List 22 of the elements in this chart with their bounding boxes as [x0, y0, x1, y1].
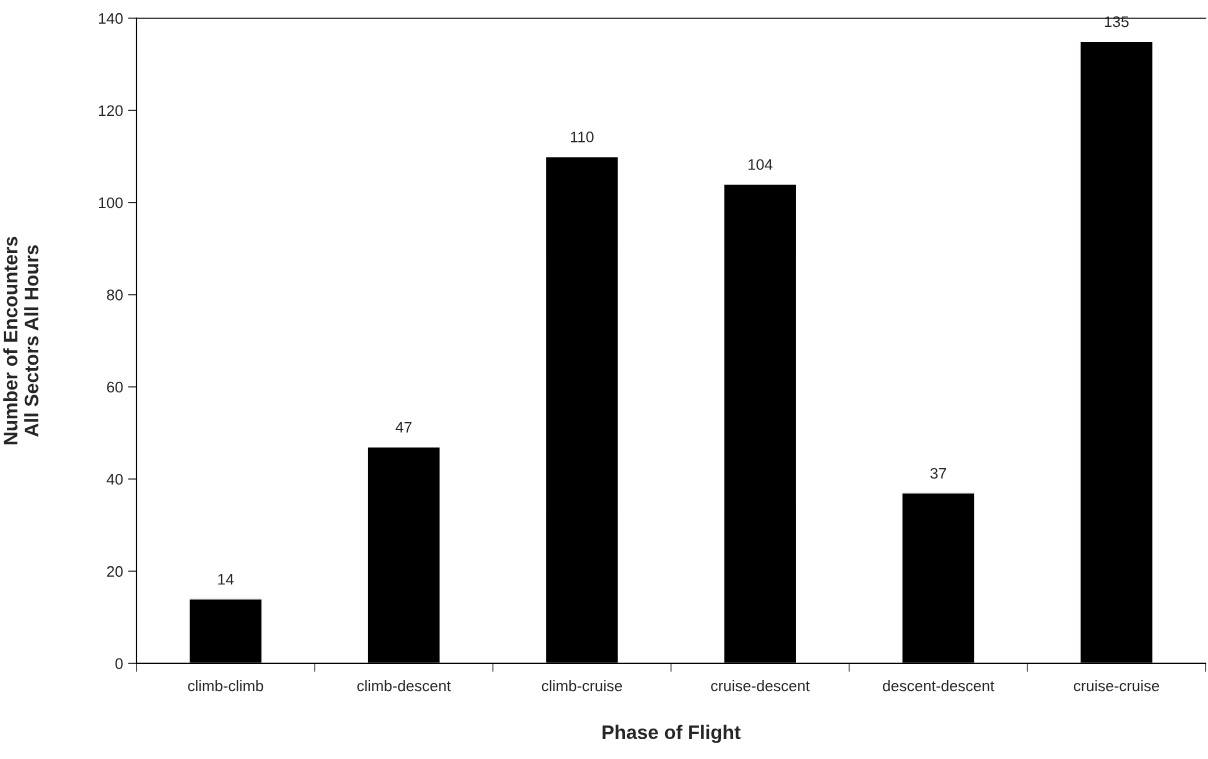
x-tick-label: cruise-descent	[711, 680, 810, 692]
x-axis-title: Phase of Flight	[602, 724, 741, 744]
data-label: 37	[930, 467, 947, 479]
y-tick-label: 0	[115, 658, 123, 670]
x-tick-label: descent-descent	[882, 680, 995, 692]
y-axis-title: Number of Encounters All Sectors All Hours	[3, 236, 39, 445]
data-label: 110	[570, 131, 594, 143]
data-label: 104	[748, 159, 773, 170]
x-tick-label: climb-descent	[357, 680, 451, 692]
y-tick-label: 80	[106, 289, 123, 301]
y-tick-label: 20	[107, 566, 123, 577]
data-label: 47	[395, 421, 412, 433]
y-tick-label: 40	[106, 473, 123, 485]
y-tick-label: 100	[98, 197, 123, 209]
x-tick-label: climb-cruise	[541, 680, 623, 692]
y-tick-label: 120	[98, 105, 123, 117]
x-tick-label: cruise-cruise	[1073, 680, 1160, 692]
data-label: 14	[218, 574, 234, 585]
y-tick-label: 140	[98, 13, 123, 24]
data-label: 135	[1104, 16, 1129, 28]
x-tick-label: climb-climb	[188, 680, 264, 692]
y-tick-label: 60	[107, 381, 123, 393]
